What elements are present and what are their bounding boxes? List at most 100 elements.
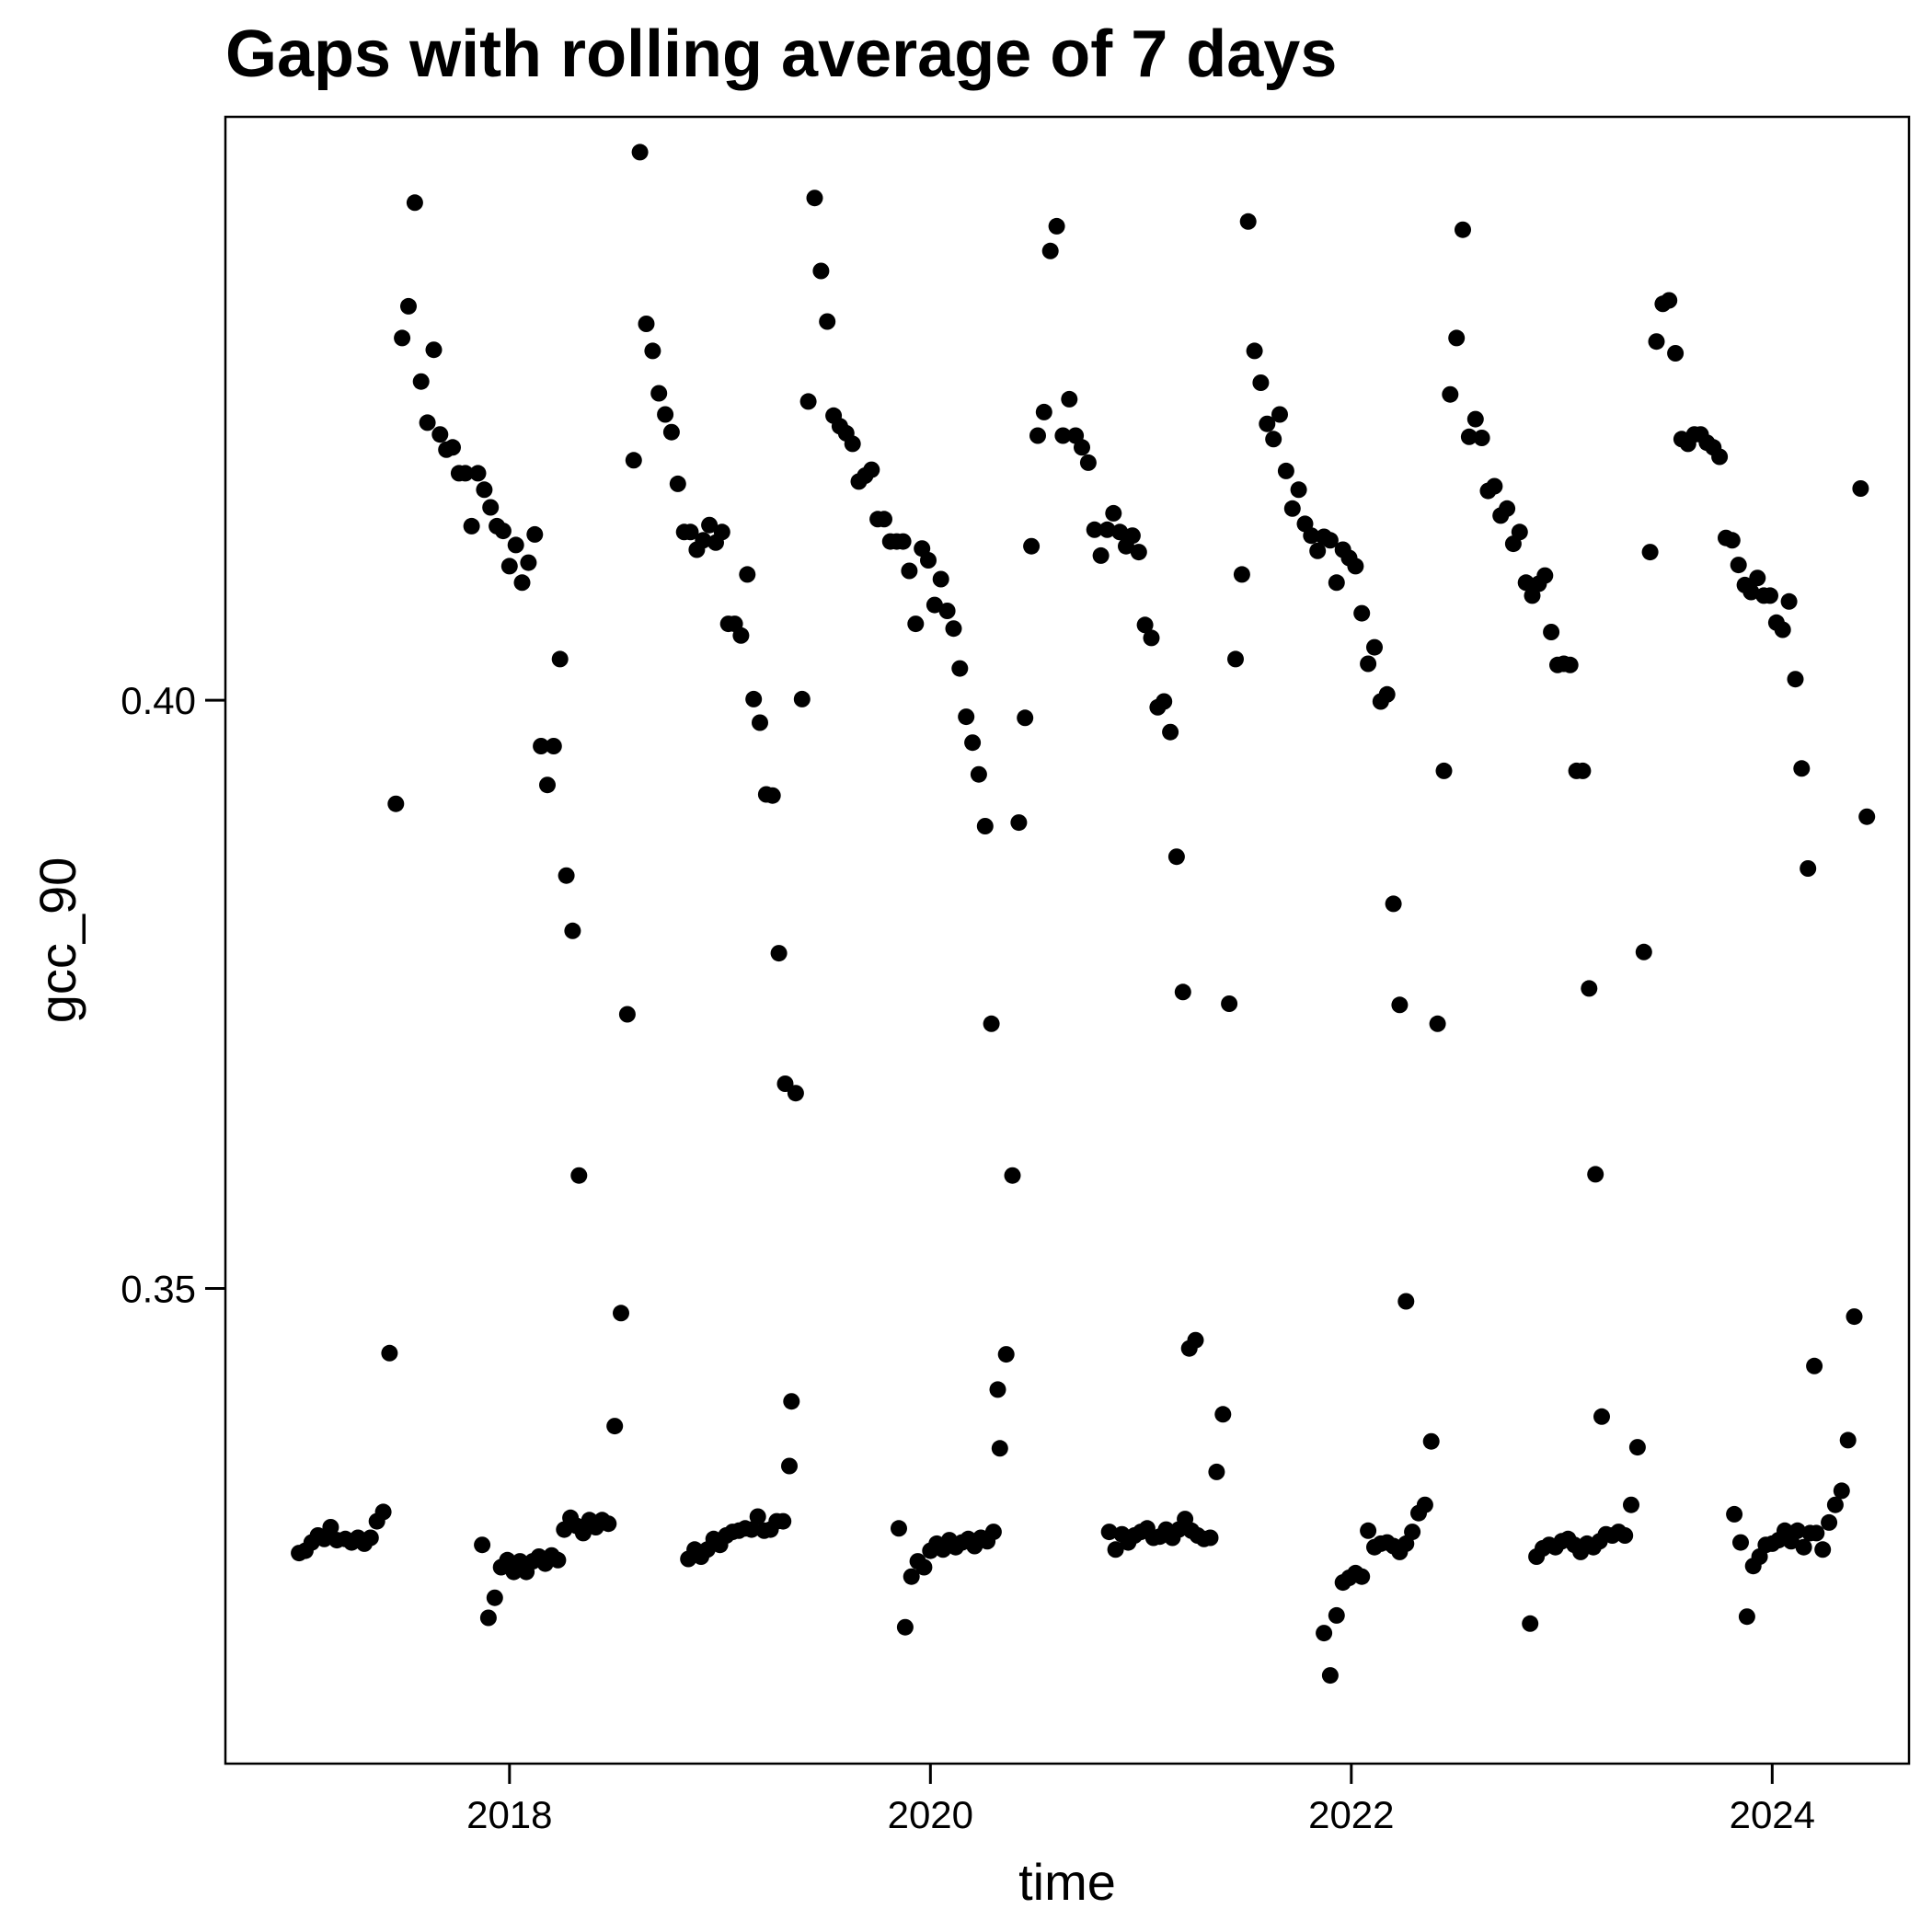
data-point — [1780, 592, 1798, 610]
data-point — [1499, 500, 1516, 517]
data-point — [1788, 1522, 1806, 1539]
data-point — [695, 532, 712, 549]
data-point — [1404, 1524, 1421, 1541]
data-point — [742, 1521, 760, 1538]
data-point — [1290, 481, 1307, 499]
data-point — [1123, 527, 1141, 545]
data-point — [1054, 427, 1072, 444]
data-point — [770, 945, 788, 962]
data-point — [507, 536, 524, 554]
data-point — [1100, 1524, 1118, 1541]
data-point — [1017, 709, 1034, 727]
data-point — [945, 620, 962, 638]
data-point — [812, 262, 830, 280]
data-point — [431, 426, 449, 443]
data-point — [1328, 1606, 1345, 1624]
data-point — [1187, 1331, 1204, 1349]
data-point — [1098, 521, 1116, 538]
data-point — [657, 406, 674, 423]
data-point — [1023, 537, 1041, 555]
data-point — [1360, 655, 1377, 673]
data-point — [625, 452, 642, 469]
data-point — [976, 818, 994, 834]
data-point — [1136, 616, 1154, 634]
data-point — [606, 1418, 624, 1435]
data-point — [1321, 1667, 1339, 1685]
data-point — [1661, 292, 1678, 309]
x-tick-label: 2024 — [1730, 1793, 1815, 1836]
data-point — [1162, 723, 1179, 741]
data-point — [1130, 544, 1147, 561]
data-point — [1174, 983, 1191, 1001]
data-point — [469, 465, 487, 482]
data-point — [1246, 342, 1263, 360]
data-point — [1486, 477, 1503, 495]
data-point — [907, 615, 925, 633]
data-point — [662, 423, 680, 441]
data-point — [799, 393, 817, 410]
data-point — [1233, 566, 1250, 583]
data-point — [1353, 604, 1371, 622]
data-point — [631, 144, 649, 161]
data-point — [1593, 1408, 1610, 1425]
data-point — [1035, 403, 1052, 420]
data-point — [1774, 621, 1791, 638]
data-point — [1793, 760, 1811, 777]
data-point — [513, 574, 531, 592]
data-point — [764, 787, 781, 804]
data-point — [549, 1551, 567, 1569]
data-point — [1762, 587, 1778, 604]
data-point — [1800, 860, 1817, 877]
data-point — [1574, 762, 1592, 779]
x-axis-title: time — [1018, 1853, 1116, 1911]
data-point — [494, 523, 512, 540]
data-point — [1259, 415, 1276, 432]
data-point — [1581, 980, 1598, 997]
data-point — [444, 439, 461, 456]
data-point — [1316, 1625, 1333, 1642]
data-point — [1385, 895, 1402, 913]
data-point — [551, 650, 569, 668]
data-point — [1821, 1513, 1838, 1531]
data-point — [901, 562, 918, 580]
data-point — [1429, 1015, 1446, 1032]
data-point — [564, 922, 581, 939]
data-point — [819, 313, 836, 330]
data-point — [896, 1618, 914, 1636]
x-axis: 2018 2020 2022 2024 — [466, 1764, 1815, 1836]
data-point — [412, 373, 430, 390]
data-point — [1074, 439, 1090, 456]
data-point — [600, 1515, 617, 1533]
data-point — [863, 461, 880, 478]
data-point — [1271, 406, 1288, 423]
data-point — [1833, 1482, 1850, 1500]
plot-frame — [224, 115, 1911, 1765]
data-point — [479, 1609, 497, 1627]
data-point — [1858, 808, 1876, 825]
data-point — [787, 1085, 804, 1102]
data-point — [1167, 848, 1185, 866]
data-point — [1061, 390, 1078, 408]
data-point — [558, 867, 575, 884]
data-point — [1814, 1541, 1832, 1558]
data-point — [1416, 1496, 1433, 1513]
data-point — [1227, 650, 1244, 668]
data-point — [989, 1381, 1006, 1398]
data-point — [1360, 1522, 1377, 1539]
data-point — [618, 1006, 636, 1023]
data-point — [894, 533, 912, 550]
data-point — [1839, 1432, 1857, 1449]
data-point — [1378, 685, 1396, 703]
data-point — [1422, 1432, 1440, 1450]
data-point — [1214, 1406, 1232, 1423]
data-point — [1283, 500, 1301, 517]
data-point — [844, 435, 861, 453]
data-point — [1328, 574, 1345, 592]
data-point — [752, 714, 768, 731]
data-point — [419, 414, 436, 431]
data-point — [1852, 480, 1869, 497]
data-point — [1111, 523, 1129, 541]
data-point — [1107, 1541, 1124, 1558]
data-point — [1726, 1505, 1743, 1523]
